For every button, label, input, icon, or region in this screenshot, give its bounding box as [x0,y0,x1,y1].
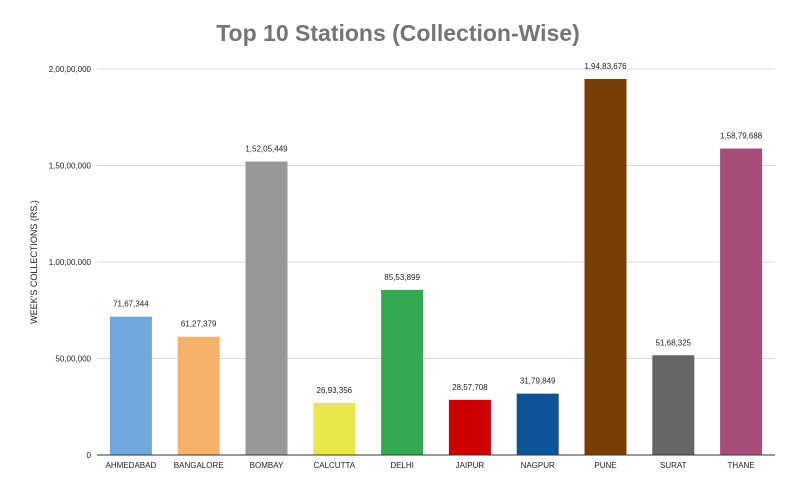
x-tick-label: BOMBAY [250,461,284,470]
bar-surat [652,355,695,455]
bar-delhi [381,289,424,455]
bar-thane [720,148,763,455]
x-tick-label: SURAT [660,461,687,470]
bar-pune [584,78,627,455]
bar-jaipur [448,399,491,455]
x-tick-label: AHMEDABAD [106,461,157,470]
bar-ahmedabad [109,316,152,455]
x-tick-label: DELHI [390,461,414,470]
data-label: 1,52,05,449 [245,145,288,154]
data-label: 1,58,79,688 [720,132,763,141]
data-label: 28,57,708 [452,383,488,392]
data-label: 26,93,356 [317,386,353,395]
x-tick-label: CALCUTTA [313,461,355,470]
bar-bombay [245,161,288,455]
data-label: 85,53,899 [384,273,420,282]
bar-calcutta [313,403,356,455]
data-label: 61,27,379 [181,320,217,329]
x-tick-label: PUNE [594,461,616,470]
bar-bangalore [177,336,220,455]
x-tick-label: JAIPUR [456,461,485,470]
bar-nagpur [516,393,559,455]
chart-title: Top 10 Stations (Collection-Wise) [216,20,580,46]
y-tick-label: 1,50,00,000 [49,162,92,171]
y-tick-label: 50,00,000 [55,355,91,364]
y-tick-label: 2,00,00,000 [49,65,92,74]
data-label: 31,79,849 [520,377,556,386]
data-label: 51,68,325 [656,338,692,347]
y-tick-label: 1,00,00,000 [49,258,92,267]
data-label: 71,67,344 [113,300,149,309]
x-tick-label: NAGPUR [521,461,555,470]
data-label: 1,94,83,676 [584,62,627,71]
x-tick-label: BANGALORE [174,461,224,470]
x-tick-label: THANE [728,461,755,470]
y-tick-label: 0 [87,451,92,460]
